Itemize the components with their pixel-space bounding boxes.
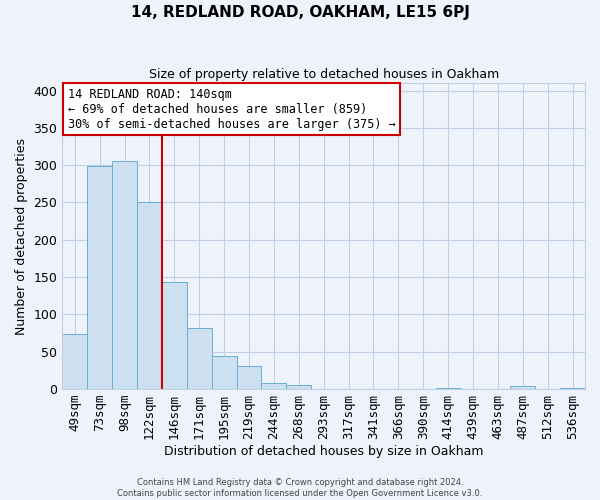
Y-axis label: Number of detached properties: Number of detached properties xyxy=(15,138,28,334)
Bar xyxy=(62,334,87,389)
Bar xyxy=(511,386,535,389)
Bar xyxy=(560,388,585,389)
Bar xyxy=(187,328,212,389)
Bar xyxy=(262,383,286,389)
X-axis label: Distribution of detached houses by size in Oakham: Distribution of detached houses by size … xyxy=(164,444,484,458)
Text: 14, REDLAND ROAD, OAKHAM, LE15 6PJ: 14, REDLAND ROAD, OAKHAM, LE15 6PJ xyxy=(131,5,469,20)
Bar xyxy=(87,166,112,389)
Text: Contains HM Land Registry data © Crown copyright and database right 2024.
Contai: Contains HM Land Registry data © Crown c… xyxy=(118,478,482,498)
Title: Size of property relative to detached houses in Oakham: Size of property relative to detached ho… xyxy=(149,68,499,80)
Bar xyxy=(236,366,262,389)
Bar xyxy=(212,356,236,389)
Bar xyxy=(112,162,137,389)
Text: 14 REDLAND ROAD: 140sqm
← 69% of detached houses are smaller (859)
30% of semi-d: 14 REDLAND ROAD: 140sqm ← 69% of detache… xyxy=(68,88,395,130)
Bar xyxy=(286,384,311,389)
Bar xyxy=(162,282,187,389)
Bar xyxy=(137,202,162,389)
Bar xyxy=(436,388,461,389)
